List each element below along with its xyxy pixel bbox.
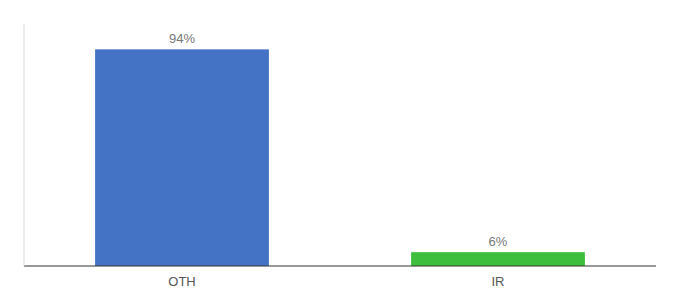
page: {"chart_data": {"type": "bar", "categori… <box>0 0 680 300</box>
data-label: 6% <box>489 234 508 249</box>
chart-svg: 94% 6% OTH IR <box>0 0 680 300</box>
bar <box>411 252 585 266</box>
bars <box>95 49 585 266</box>
x-tick-label: IR <box>492 274 505 289</box>
bar <box>95 49 269 266</box>
data-labels: 94% 6% <box>169 31 508 249</box>
data-label: 94% <box>169 31 195 46</box>
chart-container: 94% 6% OTH IR <box>0 0 680 300</box>
axes: OTH IR <box>24 24 656 289</box>
x-tick-label: OTH <box>168 274 195 289</box>
y-axis-line <box>24 24 25 266</box>
x-axis-line <box>24 266 656 267</box>
